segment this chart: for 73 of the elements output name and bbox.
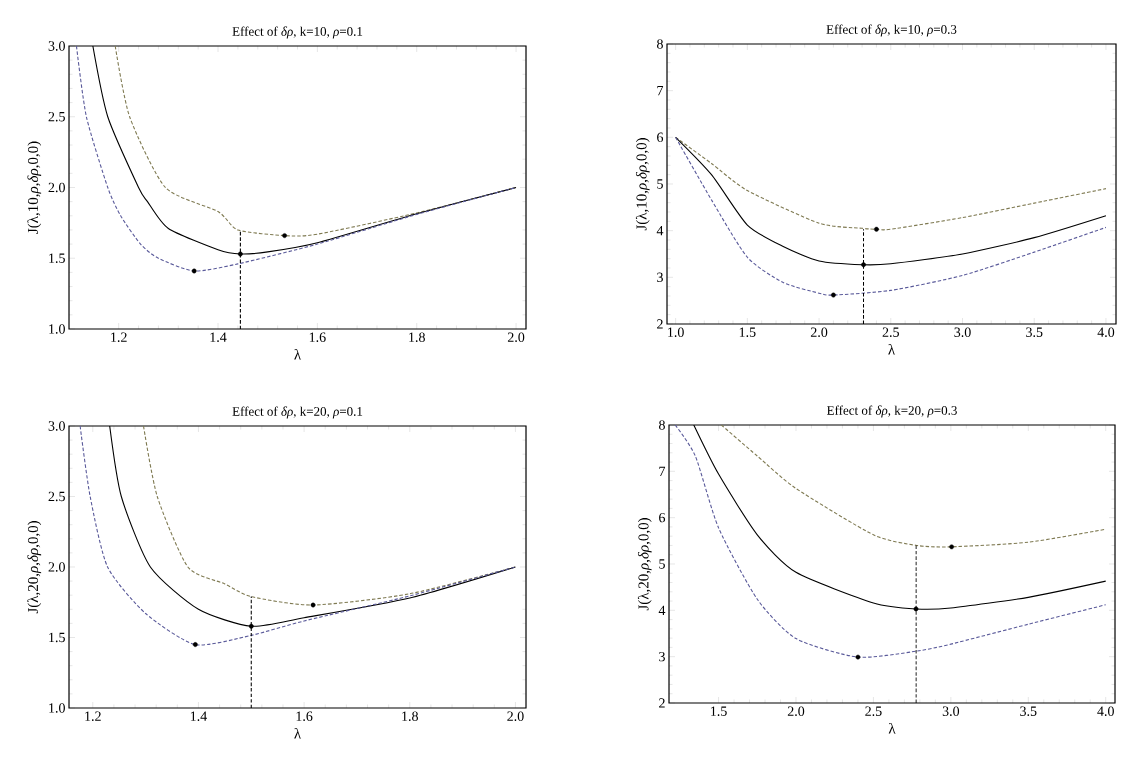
x-tick-label: 2.5 (882, 327, 899, 337)
x-tick-label: 1.5 (711, 706, 727, 716)
point (874, 226, 879, 232)
x-tick-label: 1.5 (739, 327, 756, 337)
y-tick-label: 4 (656, 226, 664, 236)
y-tick-label: 2.5 (48, 112, 65, 122)
y-tick-label: 2.0 (48, 182, 65, 193)
y-tick-label: 2.5 (48, 491, 65, 502)
chart-title: Effect of δρ, k=20, ρ=0.1 (232, 406, 363, 419)
y-tick-label: 4 (658, 605, 666, 615)
x-tick-label: 3.5 (1026, 327, 1043, 337)
y-tick-label: 2 (657, 319, 663, 329)
y-axis-title: J(λ,20,ρ,δρ,0,0) (27, 521, 42, 614)
x-tick-label: 3.0 (942, 706, 960, 717)
point (310, 602, 316, 608)
x-tick-label: 1.6 (309, 332, 326, 342)
y-axis-title: J(λ,10,ρ,δρ,0,0) (635, 138, 650, 231)
x-axis-title: λ (294, 348, 302, 360)
y-tick-label: 6 (659, 512, 666, 523)
point (913, 606, 919, 612)
x-axis-title: λ (888, 722, 896, 734)
x-tick-label: 2.0 (507, 332, 525, 343)
x-tick-label: 3.5 (1020, 706, 1037, 716)
y-tick-label: 3 (657, 272, 663, 283)
x-tick-label: 1.8 (402, 711, 418, 722)
y-tick-label: 2.0 (48, 562, 65, 572)
x-tick-label: 2.0 (507, 711, 524, 722)
point (855, 654, 861, 660)
y-axis-title: J(λ,10,ρ,δρ,0,0) (27, 141, 42, 234)
line-series (675, 136, 1107, 296)
y-tick-label: 3 (659, 651, 665, 662)
chart-title: Effect of δρ, k=10, ρ=0.3 (826, 24, 957, 37)
x-tick-label: 4.0 (1097, 327, 1115, 338)
y-tick-label: 7 (657, 86, 664, 96)
x-tick-label: 1.8 (409, 332, 425, 343)
point (831, 292, 836, 298)
point (248, 623, 254, 629)
line-series (674, 424, 1107, 658)
y-tick-label: 7 (659, 466, 666, 476)
point (282, 233, 287, 238)
y-tick-label: 8 (657, 39, 663, 49)
x-tick-label: 2.0 (787, 706, 805, 717)
y-tick-label: 8 (659, 420, 665, 430)
x-tick-label: 2.5 (865, 706, 882, 716)
x-tick-label: 1.4 (210, 332, 227, 342)
y-tick-label: 6 (657, 132, 664, 143)
point (861, 262, 866, 268)
x-tick-label: 3.0 (954, 327, 971, 338)
x-tick-label: 4.0 (1097, 706, 1114, 717)
line-series (720, 424, 1107, 548)
y-tick-label: 1.5 (49, 253, 65, 263)
y-tick-label: 3.0 (48, 41, 65, 51)
x-tick-label: 1.0 (668, 327, 684, 338)
y-tick-label: 5 (657, 179, 663, 189)
y-tick-label: 2 (659, 698, 665, 708)
line-series (675, 136, 1107, 266)
x-tick-label: 2.0 (810, 327, 828, 338)
x-tick-label: 1.4 (190, 711, 207, 721)
y-tick-label: 3.0 (48, 421, 65, 431)
point (949, 544, 955, 550)
chart-title: Effect of δρ, k=10, ρ=0.1 (232, 26, 363, 39)
y-axis-title: J(λ,20,ρ,δρ,0,0) (637, 518, 652, 611)
y-tick-label: 1.5 (49, 632, 65, 643)
x-tick-label: 1.2 (111, 332, 127, 342)
point (192, 642, 198, 647)
point (191, 268, 197, 274)
x-axis-title: λ (888, 343, 896, 355)
point (237, 251, 243, 257)
chart-title: Effect of δρ, k=20, ρ=0.3 (826, 405, 957, 418)
x-tick-label: 1.6 (296, 711, 313, 721)
x-axis-title: λ (294, 727, 302, 739)
y-tick-label: 5 (659, 559, 665, 569)
x-tick-label: 1.2 (85, 711, 101, 721)
